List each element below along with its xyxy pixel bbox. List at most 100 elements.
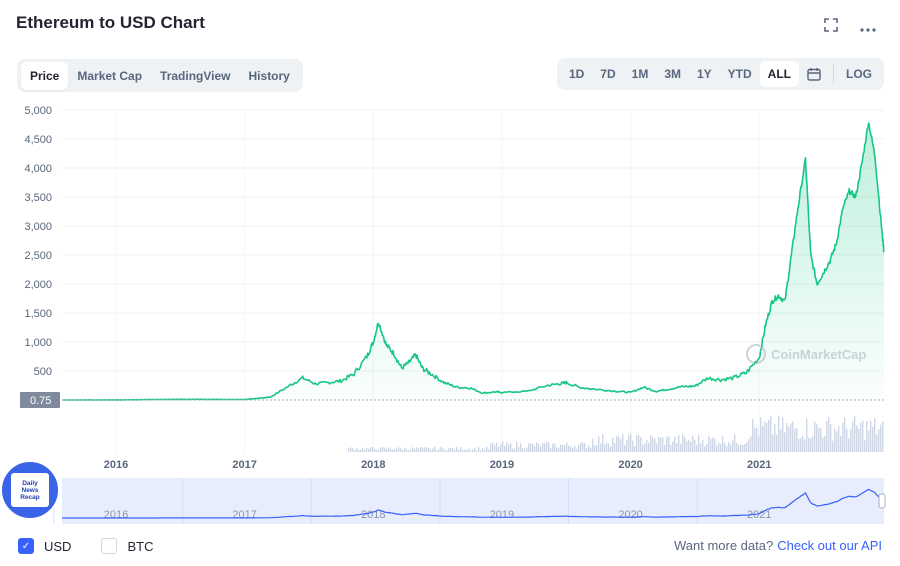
badge-line-1: Daily [22,479,38,487]
volume-bar [816,424,818,452]
tab-history[interactable]: History [248,68,290,83]
volume-bar [858,428,860,452]
volume-bar [594,445,596,452]
volume-bar [404,447,406,452]
volume-bar [592,438,594,452]
navigator-tick-label: 2017 [232,509,256,521]
volume-bar [782,416,784,452]
volume-bar [538,443,540,452]
volume-bar [788,426,790,452]
volume-bar [854,416,856,452]
volume-bar [364,449,366,452]
volume-bar [774,424,776,452]
volume-bar [682,434,684,452]
volume-bar [744,444,746,452]
fullscreen-icon[interactable] [824,18,838,35]
tab-market-cap[interactable]: Market Cap [77,68,143,83]
volume-bar [458,449,460,452]
volume-bar [466,449,468,452]
volume-bar [864,440,866,452]
volume-bar [516,442,518,452]
volume-bar [520,443,522,452]
volume-bar [578,444,580,452]
range-1m[interactable]: 1M [631,67,649,81]
volume-bar [442,448,444,452]
api-promo: Want more data? Check out our API [674,538,882,553]
navigator-tick-label: 2021 [747,509,771,521]
volume-bar [420,447,422,452]
usd-checkbox[interactable]: ✓ USD [18,538,71,554]
volume-bar [722,435,724,452]
volume-bar [712,437,714,452]
volume-bar [548,441,550,452]
volume-bar [402,449,404,452]
navigator-handle-right[interactable] [878,493,886,509]
x-tick-label: 2016 [104,459,128,471]
navigator[interactable]: 2016 2017 2018 2019 2020 2021 [53,478,886,524]
volume-bar [372,447,374,452]
volume-bar [692,435,694,452]
volume-bar [522,448,524,452]
volume-bar [418,448,420,452]
volume-bar [818,428,820,452]
volume-bar [574,445,576,452]
volume-bar [840,435,842,452]
range-all[interactable]: ALL [759,61,799,87]
volume-bar [672,441,674,452]
volume-bar [476,450,478,452]
range-1y[interactable]: 1Y [696,67,712,81]
volume-bar [678,434,680,452]
volume-bar [622,434,624,452]
range-3m[interactable]: 3M [664,67,681,81]
volume-bar [814,421,816,452]
tab-price[interactable]: Price [21,61,69,90]
volume-bar [492,442,494,452]
volume-bar [746,442,748,452]
price-line [62,122,885,401]
volume-bar [618,436,620,452]
badge-line-3: Recap [20,493,40,501]
volume-bar [764,421,766,452]
volume-bar [518,447,520,452]
y-axis-labels: 5,000 4,500 4,000 3,500 3,000 2,500 2,000 1,500… [24,105,52,378]
volume-bar [872,427,874,452]
volume-bar [786,423,788,452]
navigator-tick-label: 2018 [361,509,385,521]
btc-label: BTC [127,538,154,554]
btc-checkbox[interactable]: BTC [101,538,153,554]
range-7d[interactable]: 7D [600,67,616,81]
volume-bar [560,444,562,452]
range-ytd[interactable]: YTD [727,67,752,81]
volume-bar [546,442,548,452]
volume-bar [390,448,392,452]
volume-bar [758,435,760,452]
volume-bar [644,443,646,452]
volume-bar [674,436,676,452]
log-scale-toggle[interactable]: LOG [846,67,872,81]
volume-bar [354,450,356,452]
volume-bar [534,446,536,452]
volume-bar [750,436,752,452]
volume-bars [348,415,884,452]
y-tick-label: 2,500 [24,250,52,262]
more-options-icon[interactable] [860,19,876,35]
price-chart: 5,000 4,500 4,000 3,500 3,000 2,500 2,000 1,500… [20,105,886,524]
volume-bar [700,443,702,452]
volume-bar [702,440,704,452]
range-1d[interactable]: 1D [568,67,585,81]
calendar-icon[interactable] [799,62,829,86]
volume-bar [350,447,352,452]
volume-bar [438,448,440,452]
volume-bar [720,444,722,452]
volume-bar [552,443,554,452]
tab-tradingview[interactable]: TradingView [160,68,231,83]
volume-bar [790,423,792,452]
volume-bar [360,449,362,452]
api-link[interactable]: Check out our API [777,538,882,553]
volume-bar [834,428,836,452]
volume-bar [398,447,400,452]
volume-bar [742,444,744,452]
volume-bar [374,448,376,452]
volume-bar [566,442,568,452]
volume-bar [596,445,598,452]
